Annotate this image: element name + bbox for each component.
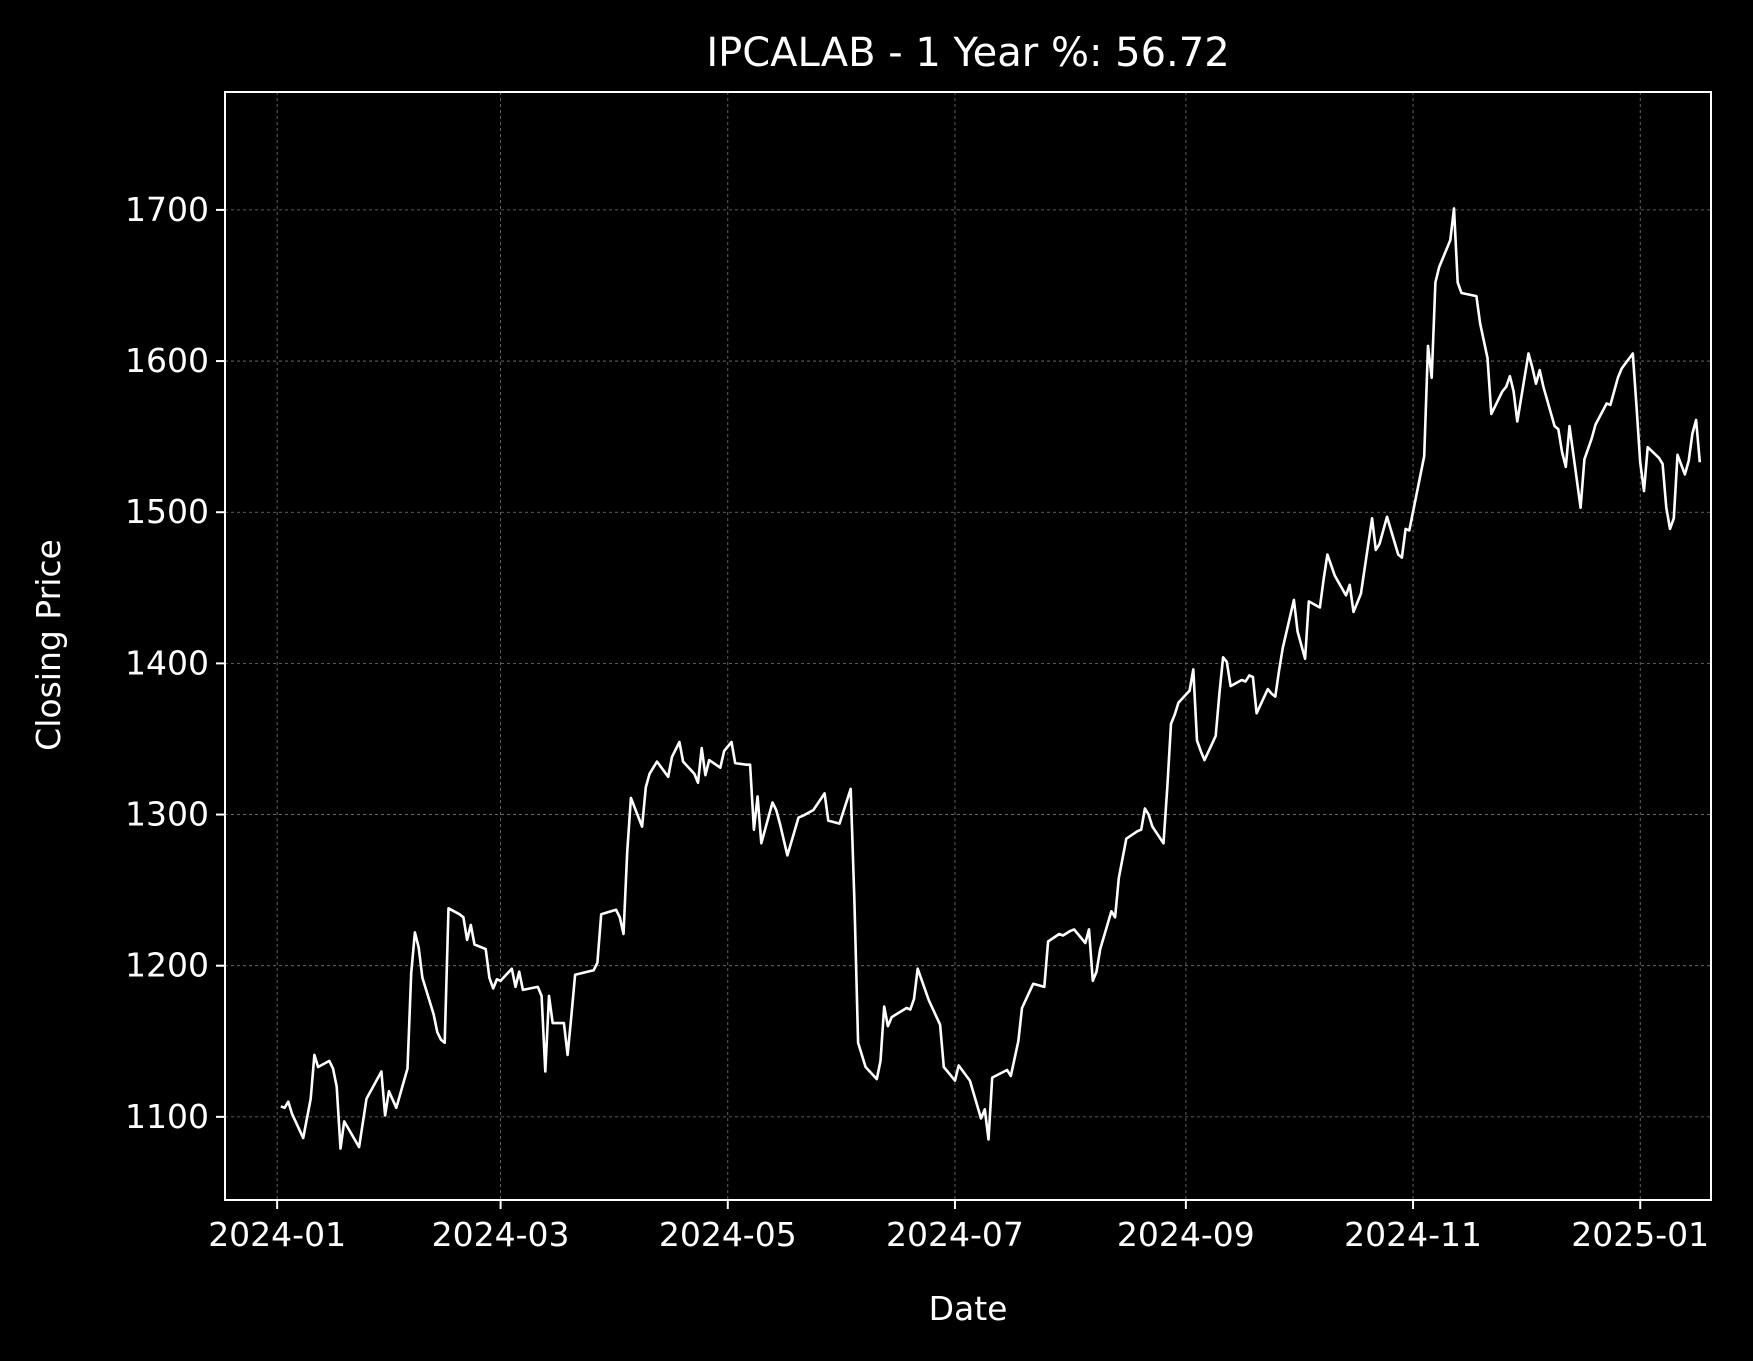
x-tick-label: 2024-01 [208, 1215, 346, 1254]
y-tick-label: 1700 [125, 190, 209, 229]
x-axis-label: Date [929, 1289, 1008, 1328]
plot-frame [224, 91, 1712, 1201]
x-tick-label: 2024-03 [432, 1215, 570, 1254]
y-tick-label: 1200 [125, 946, 209, 985]
x-axis: 2024-01 2024-03 2024-05 2024-07 2024-09 2024-… [208, 1200, 1709, 1254]
y-axis-label: Closing Price [29, 539, 68, 751]
x-tick-label: 2024-05 [659, 1215, 797, 1254]
x-tick-label: 2024-11 [1344, 1215, 1482, 1254]
chart-title: IPCALAB - 1 Year %: 56.72 [706, 30, 1229, 76]
y-axis: 1100 1200 1300 1400 1500 1600 1700 [125, 190, 225, 1136]
y-tick-label: 1400 [125, 643, 209, 682]
x-tick-label: 2024-09 [1117, 1215, 1255, 1254]
closing-price-line [280, 207, 1702, 1150]
y-tick-label: 1500 [125, 492, 209, 531]
y-tick-label: 1300 [125, 795, 209, 834]
grid-lines [225, 92, 1711, 1200]
y-tick-label: 1100 [125, 1097, 209, 1136]
x-tick-label: 2024-07 [886, 1215, 1024, 1254]
x-tick-label: 2025-01 [1571, 1215, 1709, 1254]
y-tick-label: 1600 [125, 341, 209, 380]
